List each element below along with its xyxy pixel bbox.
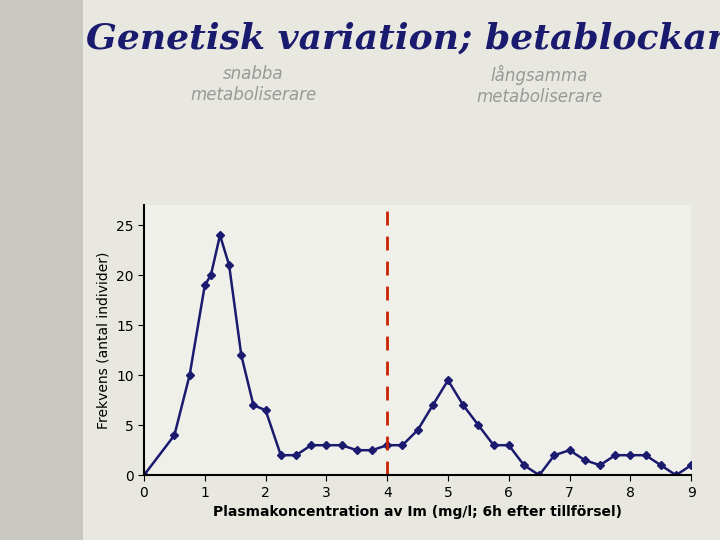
Y-axis label: Frekvens (antal individer): Frekvens (antal individer) [96,252,110,429]
Text: Genetisk variation; betablockare: Genetisk variation; betablockare [86,22,720,56]
Text: långsamma
metaboliserare: långsamma metaboliserare [476,65,603,106]
X-axis label: Plasmakoncentration av Im (mg/l; 6h efter tillförsel): Plasmakoncentration av Im (mg/l; 6h efte… [213,505,622,519]
Text: snabba
metaboliserare: snabba metaboliserare [190,65,317,104]
